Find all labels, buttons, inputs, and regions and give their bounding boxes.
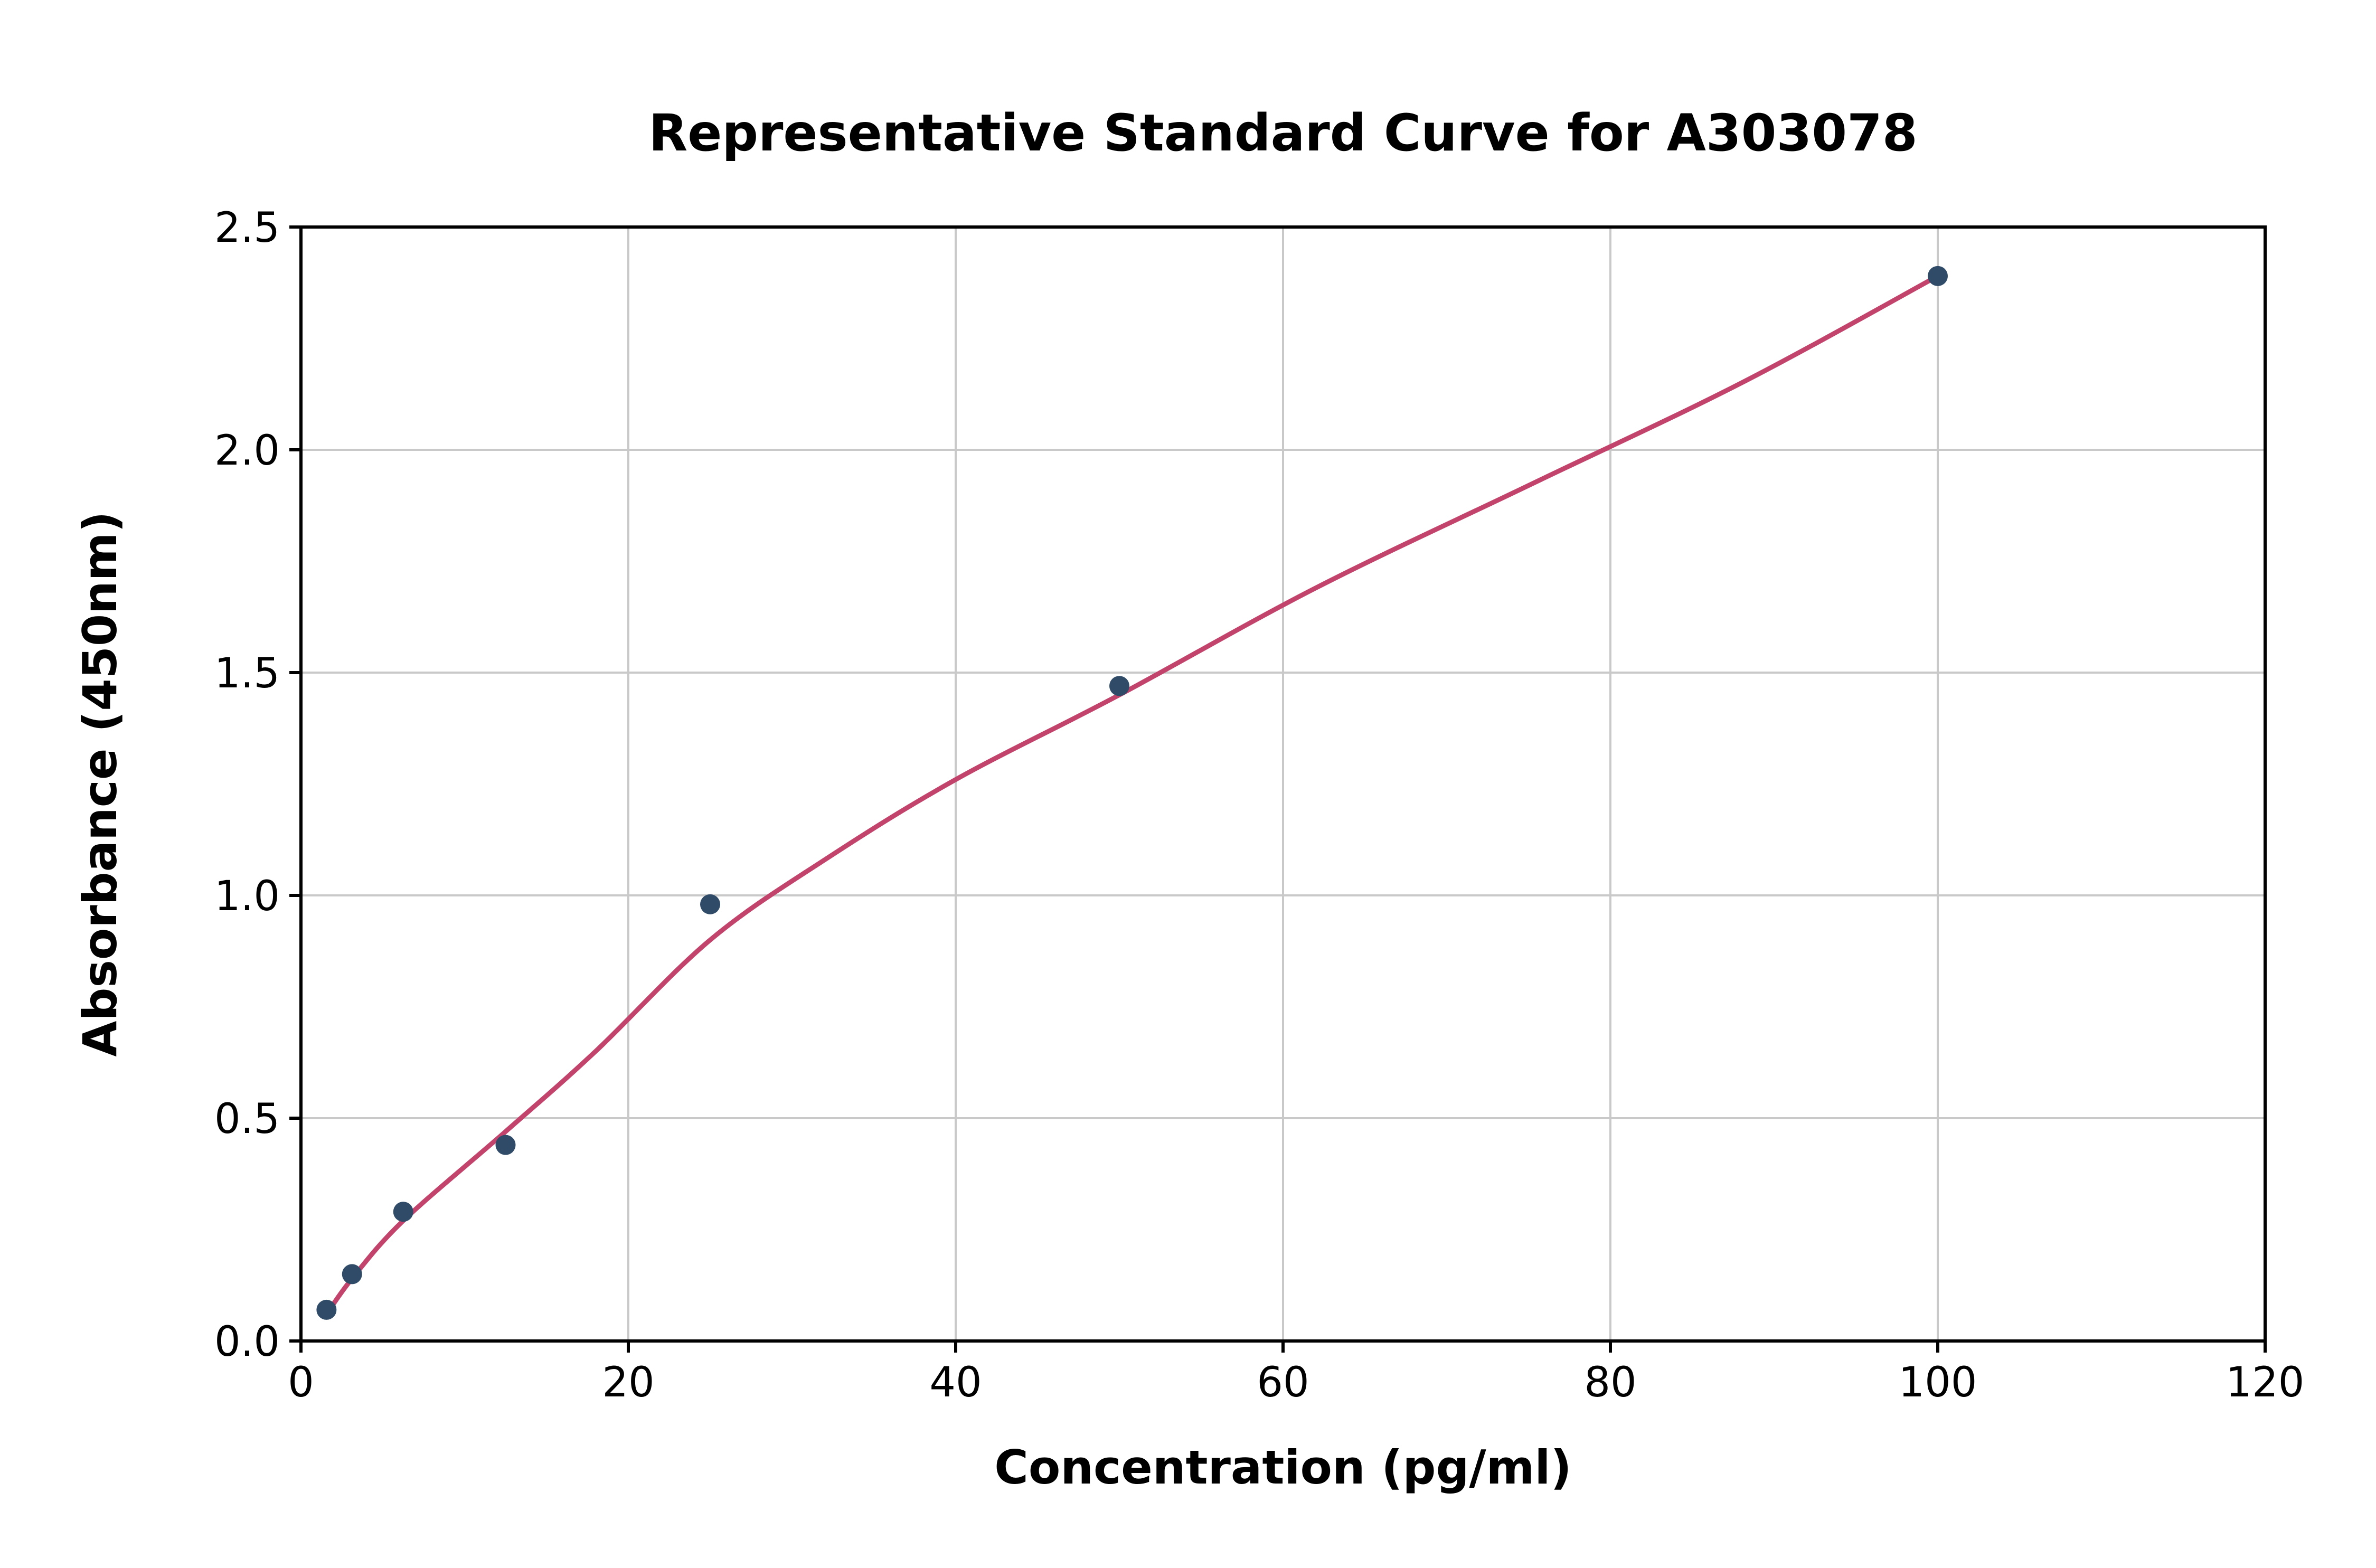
y-tick-label: 0.0	[214, 1318, 280, 1366]
tick-labels: 0 20 40 60 80 100 120 0.0 0.5 1.0 1.5 2.0 2.5	[214, 204, 2304, 1406]
y-axis-label: Absorbance (450nm)	[73, 511, 127, 1056]
data-point	[1928, 266, 1948, 286]
fitted-curve-path	[324, 273, 1940, 1317]
data-point	[1109, 676, 1129, 696]
y-tick-label: 2.5	[214, 204, 280, 252]
data-point	[495, 1135, 516, 1155]
x-tick-label: 20	[602, 1359, 654, 1406]
y-tick-label: 2.0	[214, 427, 280, 475]
data-point	[316, 1299, 337, 1320]
x-tick-label: 60	[1257, 1359, 1309, 1406]
plot-layer	[316, 266, 1948, 1320]
y-tick-label: 0.5	[214, 1095, 280, 1143]
chart-title: Representative Standard Curve for A30307…	[648, 103, 1917, 163]
data-point	[700, 894, 720, 914]
x-tick-label: 80	[1584, 1359, 1636, 1406]
x-tick-label: 0	[288, 1359, 314, 1406]
x-tick-label: 40	[929, 1359, 982, 1406]
grid-layer	[300, 226, 2266, 1342]
y-tick-label: 1.5	[214, 650, 280, 697]
data-point	[342, 1264, 362, 1284]
x-tick-label: 120	[2226, 1359, 2305, 1406]
y-tick-label: 1.0	[214, 873, 280, 920]
tick-marks	[289, 225, 2267, 1353]
data-point	[393, 1202, 413, 1222]
x-axis-label: Concentration (pg/ml)	[994, 1440, 1571, 1495]
x-tick-label: 100	[1899, 1359, 1977, 1406]
